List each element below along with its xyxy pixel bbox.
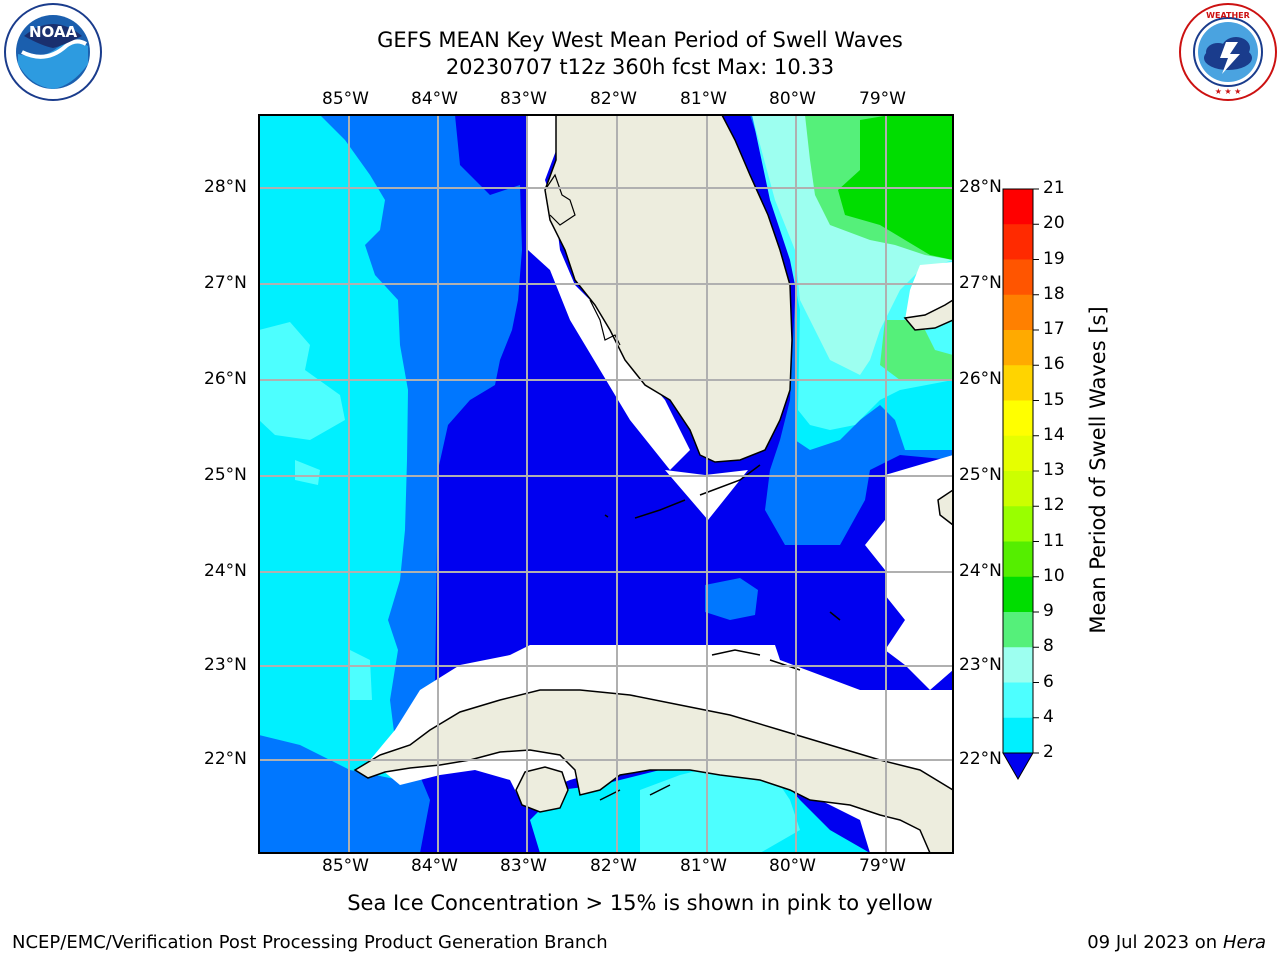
colorbar-segment: [1003, 717, 1033, 754]
colorbar-segment: [1003, 471, 1033, 507]
footer-date-host: 09 Jul 2023 on Hera: [1087, 932, 1266, 953]
colorbar-tick-label: 21: [1043, 178, 1065, 198]
colorbar-tick-label: 19: [1043, 248, 1065, 269]
colorbar-label: Mean Period of Swell Waves [s]: [1086, 306, 1110, 634]
land-isle-of-youth: [515, 766, 569, 813]
colorbar-segment: [1003, 612, 1033, 648]
colorbar-tick-label: 18: [1043, 283, 1065, 304]
lon-tick-bottom-79: 79°W: [859, 856, 906, 876]
land-florida-keys: [604, 464, 761, 519]
lon-tick-bottom-84: 84°W: [411, 856, 458, 876]
field-lightcyan-west2: [350, 650, 372, 700]
lon-tick-top-81: 81°W: [680, 89, 727, 109]
field-green-east2: [880, 320, 953, 380]
colorbar-tick-label: 20: [1043, 213, 1065, 234]
nws-logo: WEATHER ★ ★ ★: [1179, 3, 1277, 101]
chart-title: GEFS MEAN Key West Mean Period of Swell …: [377, 28, 903, 52]
colorbar-segment: [1003, 435, 1033, 472]
colorbar-tick-label: 13: [1043, 460, 1065, 480]
land-cuba: [353, 689, 953, 853]
colorbar: [1002, 188, 1039, 781]
svg-text:WEATHER: WEATHER: [1206, 11, 1250, 20]
lat-tick-right-27: 27°N: [959, 273, 1002, 293]
colorbar-segment: [1003, 224, 1033, 260]
colorbar-tick-label: 8: [1043, 636, 1054, 657]
colorbar-segment: [1003, 506, 1033, 542]
colorbar-segment: [1003, 294, 1033, 331]
lon-tick-top-82: 82°W: [590, 89, 637, 109]
colorbar-tick-label: 17: [1043, 319, 1065, 339]
lat-tick-right-23: 23°N: [959, 655, 1002, 675]
colorbar-segment: [1003, 259, 1033, 296]
noaa-logo: NOAA: [4, 3, 102, 101]
lon-tick-top-79: 79°W: [859, 89, 906, 109]
land-bahamas-grand: [903, 299, 953, 331]
colorbar-segment: [1003, 330, 1033, 366]
footer-branch: NCEP/EMC/Verification Post Processing Pr…: [12, 932, 608, 953]
colorbar-tick-label: 6: [1043, 671, 1054, 692]
lat-tick-left-22: 22°N: [204, 749, 247, 769]
chart-subtitle: 20230707 t12z 360h fcst Max: 10.33: [445, 55, 835, 79]
lon-tick-bottom-81: 81°W: [680, 856, 727, 876]
footer-date: 09 Jul 2023 on: [1087, 932, 1223, 953]
colorbar-segment: [1003, 365, 1033, 401]
colorbar-tick-label: 11: [1043, 530, 1065, 551]
nodata-swfl: [528, 115, 690, 470]
colorbar-tick-label: 9: [1043, 601, 1054, 621]
lat-tick-right-22: 22°N: [959, 749, 1002, 769]
lon-tick-bottom-80: 80°W: [769, 856, 816, 876]
colorbar-tick-label: 2: [1043, 742, 1054, 762]
grid-lines: [259, 115, 953, 853]
noaa-logo-text: NOAA: [29, 23, 78, 41]
lon-tick-top-85: 85°W: [322, 89, 369, 109]
sea-ice-note: Sea Ice Concentration > 15% is shown in …: [347, 891, 933, 915]
colorbar-segment: [1003, 647, 1033, 683]
colorbar-segment: [1003, 400, 1033, 437]
field-lightcyan-west3: [295, 460, 320, 485]
lat-tick-left-28: 28°N: [204, 177, 247, 197]
footer-machine: Hera: [1222, 932, 1266, 953]
svg-text:★ ★ ★: ★ ★ ★: [1215, 87, 1242, 96]
map-frame: [258, 114, 954, 854]
lat-tick-left-26: 26°N: [204, 369, 247, 389]
lat-tick-left-23: 23°N: [204, 655, 247, 675]
field-cyan-west: [259, 115, 408, 780]
colorbar-segment: [1003, 576, 1033, 613]
lon-tick-top-84: 84°W: [411, 89, 458, 109]
lat-tick-left-25: 25°N: [204, 465, 247, 485]
lat-tick-right-24: 24°N: [959, 561, 1002, 581]
lat-tick-right-25: 25°N: [959, 465, 1002, 485]
lon-tick-top-83: 83°W: [500, 89, 547, 109]
field-lightcyan-south: [640, 765, 800, 853]
colorbar-tick-label: 4: [1043, 706, 1054, 727]
lat-tick-left-27: 27°N: [204, 273, 247, 293]
colorbar-tick-label: 14: [1043, 424, 1065, 445]
colorbar-segment: [1003, 541, 1033, 578]
colorbar-tick-label: 10: [1043, 565, 1065, 586]
lon-tick-bottom-85: 85°W: [322, 856, 369, 876]
field-mid-blue-patch: [705, 578, 758, 620]
lat-tick-left-24: 24°N: [204, 561, 247, 581]
map-field: [259, 115, 953, 853]
lon-tick-bottom-82: 82°W: [590, 856, 637, 876]
land-bahamas-andros: [937, 489, 953, 526]
colorbar-tick-label: 12: [1043, 495, 1065, 516]
colorbar-segment: [1003, 189, 1033, 225]
lon-tick-top-80: 80°W: [769, 89, 816, 109]
colorbar-tick-label: 16: [1043, 354, 1065, 375]
colorbar-tick-label: 15: [1043, 389, 1065, 410]
lat-tick-right-26: 26°N: [959, 369, 1002, 389]
lon-tick-bottom-83: 83°W: [500, 856, 547, 876]
lat-tick-right-28: 28°N: [959, 177, 1002, 197]
colorbar-under-triangle: [1002, 752, 1034, 781]
colorbar-segment: [1003, 682, 1033, 719]
